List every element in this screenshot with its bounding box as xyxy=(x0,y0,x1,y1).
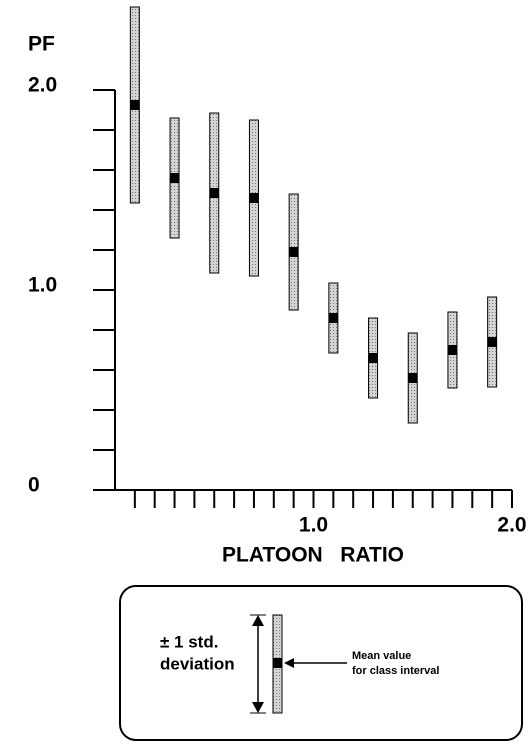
mean-mark xyxy=(170,173,180,183)
mean-mark xyxy=(130,100,140,110)
y-tick-label: 1.0 xyxy=(28,274,57,297)
mean-mark xyxy=(368,353,378,363)
mean-mark xyxy=(408,373,418,383)
legend-arrowhead xyxy=(284,658,294,668)
legend-arrowhead xyxy=(252,702,264,713)
legend-mean xyxy=(273,658,282,668)
legend-text: for class interval xyxy=(352,665,439,677)
legend-text: Mean value xyxy=(352,650,411,662)
mean-mark xyxy=(289,247,299,257)
legend-text: deviation xyxy=(160,654,235,673)
mean-mark xyxy=(249,193,259,203)
legend-text: ± 1 std. xyxy=(160,632,218,651)
x-tick-label: 2.0 xyxy=(497,514,526,537)
y-axis-label: PF xyxy=(28,33,55,56)
mean-mark xyxy=(487,337,497,347)
x-axis-label: PLATOON RATIO xyxy=(222,544,404,567)
y-tick-label: 0 xyxy=(28,474,40,497)
legend-box xyxy=(119,585,523,741)
y-tick-label: 2.0 xyxy=(28,74,57,97)
mean-mark xyxy=(328,313,338,323)
mean-mark xyxy=(209,188,219,198)
legend-arrowhead xyxy=(252,615,264,626)
mean-mark xyxy=(447,345,457,355)
legend: ± 1 std. deviation Mean value for class … xyxy=(119,585,523,741)
x-tick-label: 1.0 xyxy=(299,514,328,537)
